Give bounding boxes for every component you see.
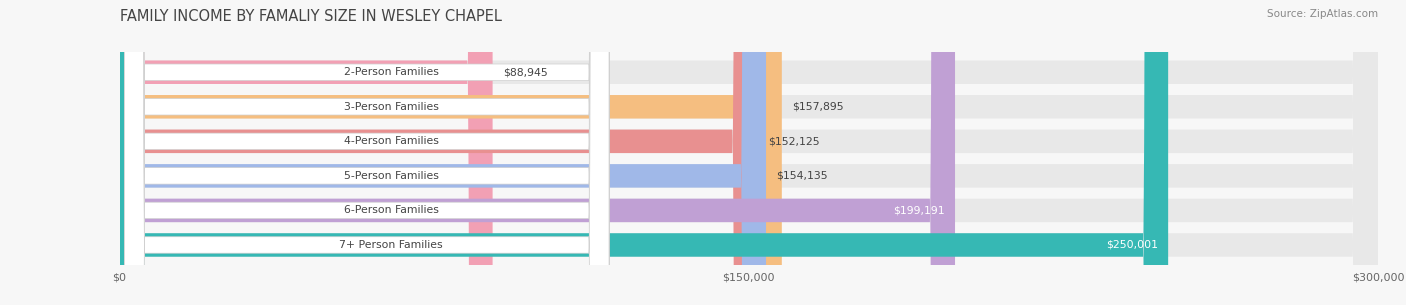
- Text: $157,895: $157,895: [792, 102, 844, 112]
- Text: 7+ Person Families: 7+ Person Families: [339, 240, 443, 250]
- FancyBboxPatch shape: [120, 0, 492, 305]
- FancyBboxPatch shape: [125, 0, 609, 305]
- FancyBboxPatch shape: [120, 0, 1378, 305]
- Text: 4-Person Families: 4-Person Families: [343, 136, 439, 146]
- FancyBboxPatch shape: [120, 0, 1378, 305]
- Text: $154,135: $154,135: [776, 171, 828, 181]
- Text: 5-Person Families: 5-Person Families: [343, 171, 439, 181]
- Text: Source: ZipAtlas.com: Source: ZipAtlas.com: [1267, 9, 1378, 19]
- FancyBboxPatch shape: [125, 0, 609, 305]
- FancyBboxPatch shape: [125, 0, 609, 305]
- Text: $152,125: $152,125: [768, 136, 820, 146]
- FancyBboxPatch shape: [120, 0, 782, 305]
- Text: 2-Person Families: 2-Person Families: [343, 67, 439, 77]
- Text: $199,191: $199,191: [893, 206, 945, 215]
- Text: FAMILY INCOME BY FAMALIY SIZE IN WESLEY CHAPEL: FAMILY INCOME BY FAMALIY SIZE IN WESLEY …: [120, 9, 502, 24]
- FancyBboxPatch shape: [120, 0, 766, 305]
- Text: 3-Person Families: 3-Person Families: [343, 102, 439, 112]
- FancyBboxPatch shape: [120, 0, 758, 305]
- FancyBboxPatch shape: [120, 0, 1378, 305]
- Text: $250,001: $250,001: [1107, 240, 1159, 250]
- FancyBboxPatch shape: [120, 0, 1378, 305]
- FancyBboxPatch shape: [125, 0, 609, 305]
- FancyBboxPatch shape: [125, 0, 609, 305]
- Text: 6-Person Families: 6-Person Families: [343, 206, 439, 215]
- FancyBboxPatch shape: [120, 0, 1378, 305]
- FancyBboxPatch shape: [120, 0, 955, 305]
- FancyBboxPatch shape: [120, 0, 1168, 305]
- Text: $88,945: $88,945: [503, 67, 547, 77]
- FancyBboxPatch shape: [120, 0, 1378, 305]
- FancyBboxPatch shape: [125, 0, 609, 305]
